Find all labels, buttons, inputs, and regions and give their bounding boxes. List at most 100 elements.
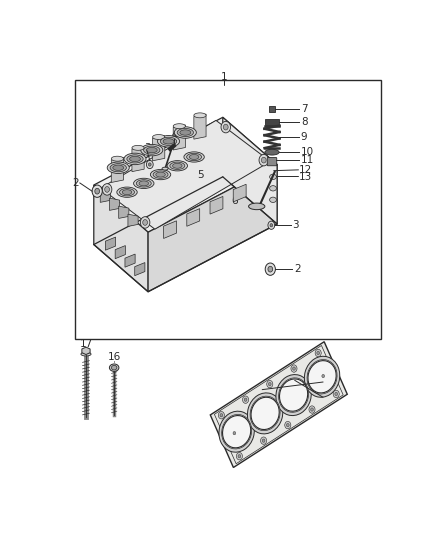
Circle shape — [268, 383, 271, 386]
Ellipse shape — [180, 130, 191, 135]
Circle shape — [233, 432, 236, 435]
Circle shape — [102, 184, 112, 195]
Circle shape — [105, 187, 110, 192]
Ellipse shape — [141, 144, 163, 156]
Circle shape — [223, 124, 228, 130]
Polygon shape — [101, 120, 270, 229]
Circle shape — [261, 437, 267, 445]
Polygon shape — [132, 147, 144, 172]
Circle shape — [238, 455, 241, 458]
Ellipse shape — [177, 128, 194, 136]
Ellipse shape — [81, 352, 91, 356]
Circle shape — [270, 224, 273, 227]
Ellipse shape — [307, 360, 337, 394]
Ellipse shape — [136, 180, 151, 187]
Text: 2: 2 — [294, 264, 301, 274]
Ellipse shape — [156, 172, 165, 177]
Text: 10: 10 — [301, 147, 314, 157]
Polygon shape — [82, 347, 90, 354]
Ellipse shape — [110, 164, 127, 172]
Ellipse shape — [158, 135, 180, 147]
Ellipse shape — [150, 169, 171, 180]
Text: 13: 13 — [299, 172, 312, 182]
Polygon shape — [152, 136, 165, 161]
Circle shape — [291, 365, 297, 372]
Polygon shape — [223, 117, 277, 224]
Ellipse shape — [113, 165, 124, 171]
Text: 5: 5 — [198, 170, 204, 180]
Text: 6: 6 — [231, 197, 238, 206]
Circle shape — [315, 349, 321, 357]
Circle shape — [244, 398, 247, 401]
Ellipse shape — [194, 113, 206, 118]
Ellipse shape — [139, 181, 148, 186]
Circle shape — [311, 408, 313, 411]
Circle shape — [309, 406, 315, 413]
Text: 8: 8 — [301, 117, 307, 127]
Circle shape — [293, 367, 295, 370]
Text: 2: 2 — [72, 178, 78, 188]
Polygon shape — [187, 208, 200, 227]
Bar — [75, 80, 381, 339]
Text: 17: 17 — [79, 339, 92, 349]
Text: 16: 16 — [107, 352, 121, 362]
Polygon shape — [210, 342, 347, 467]
Polygon shape — [210, 197, 223, 214]
Ellipse shape — [308, 361, 336, 393]
Circle shape — [335, 392, 338, 395]
Ellipse shape — [279, 379, 308, 411]
Ellipse shape — [222, 415, 252, 449]
Ellipse shape — [265, 149, 279, 155]
Bar — [265, 119, 279, 125]
Circle shape — [143, 220, 148, 225]
Ellipse shape — [251, 397, 279, 430]
Ellipse shape — [134, 178, 154, 189]
Ellipse shape — [122, 190, 132, 195]
Circle shape — [265, 263, 276, 276]
Circle shape — [333, 390, 339, 398]
Circle shape — [286, 423, 289, 427]
Circle shape — [243, 396, 249, 403]
Text: 11: 11 — [301, 156, 314, 165]
Polygon shape — [110, 198, 120, 211]
Circle shape — [317, 351, 320, 354]
Text: 1: 1 — [221, 72, 228, 82]
Ellipse shape — [247, 393, 283, 434]
Circle shape — [262, 439, 265, 442]
Polygon shape — [106, 237, 116, 250]
Polygon shape — [135, 263, 145, 276]
Polygon shape — [148, 165, 277, 292]
Circle shape — [148, 163, 151, 166]
Ellipse shape — [107, 162, 129, 173]
Text: 3: 3 — [144, 146, 150, 156]
Polygon shape — [128, 214, 138, 227]
Ellipse shape — [170, 162, 185, 169]
Ellipse shape — [270, 185, 276, 191]
Bar — [268, 106, 276, 112]
Polygon shape — [100, 190, 110, 203]
Ellipse shape — [163, 139, 174, 144]
FancyBboxPatch shape — [267, 158, 277, 166]
Ellipse shape — [279, 378, 309, 413]
Ellipse shape — [152, 134, 165, 140]
Ellipse shape — [167, 160, 187, 171]
Circle shape — [261, 157, 266, 163]
Circle shape — [95, 188, 99, 194]
Ellipse shape — [162, 167, 168, 170]
Polygon shape — [94, 117, 277, 232]
Circle shape — [237, 453, 243, 460]
Polygon shape — [194, 114, 206, 139]
Circle shape — [322, 374, 325, 378]
Ellipse shape — [174, 127, 196, 138]
Ellipse shape — [146, 148, 157, 153]
Ellipse shape — [130, 156, 141, 161]
Ellipse shape — [173, 163, 182, 168]
Ellipse shape — [120, 189, 134, 196]
Polygon shape — [214, 345, 343, 464]
Circle shape — [267, 381, 273, 388]
Circle shape — [285, 422, 291, 429]
Text: 14: 14 — [325, 377, 338, 387]
Ellipse shape — [111, 156, 124, 161]
Circle shape — [92, 185, 102, 197]
Polygon shape — [163, 221, 177, 238]
